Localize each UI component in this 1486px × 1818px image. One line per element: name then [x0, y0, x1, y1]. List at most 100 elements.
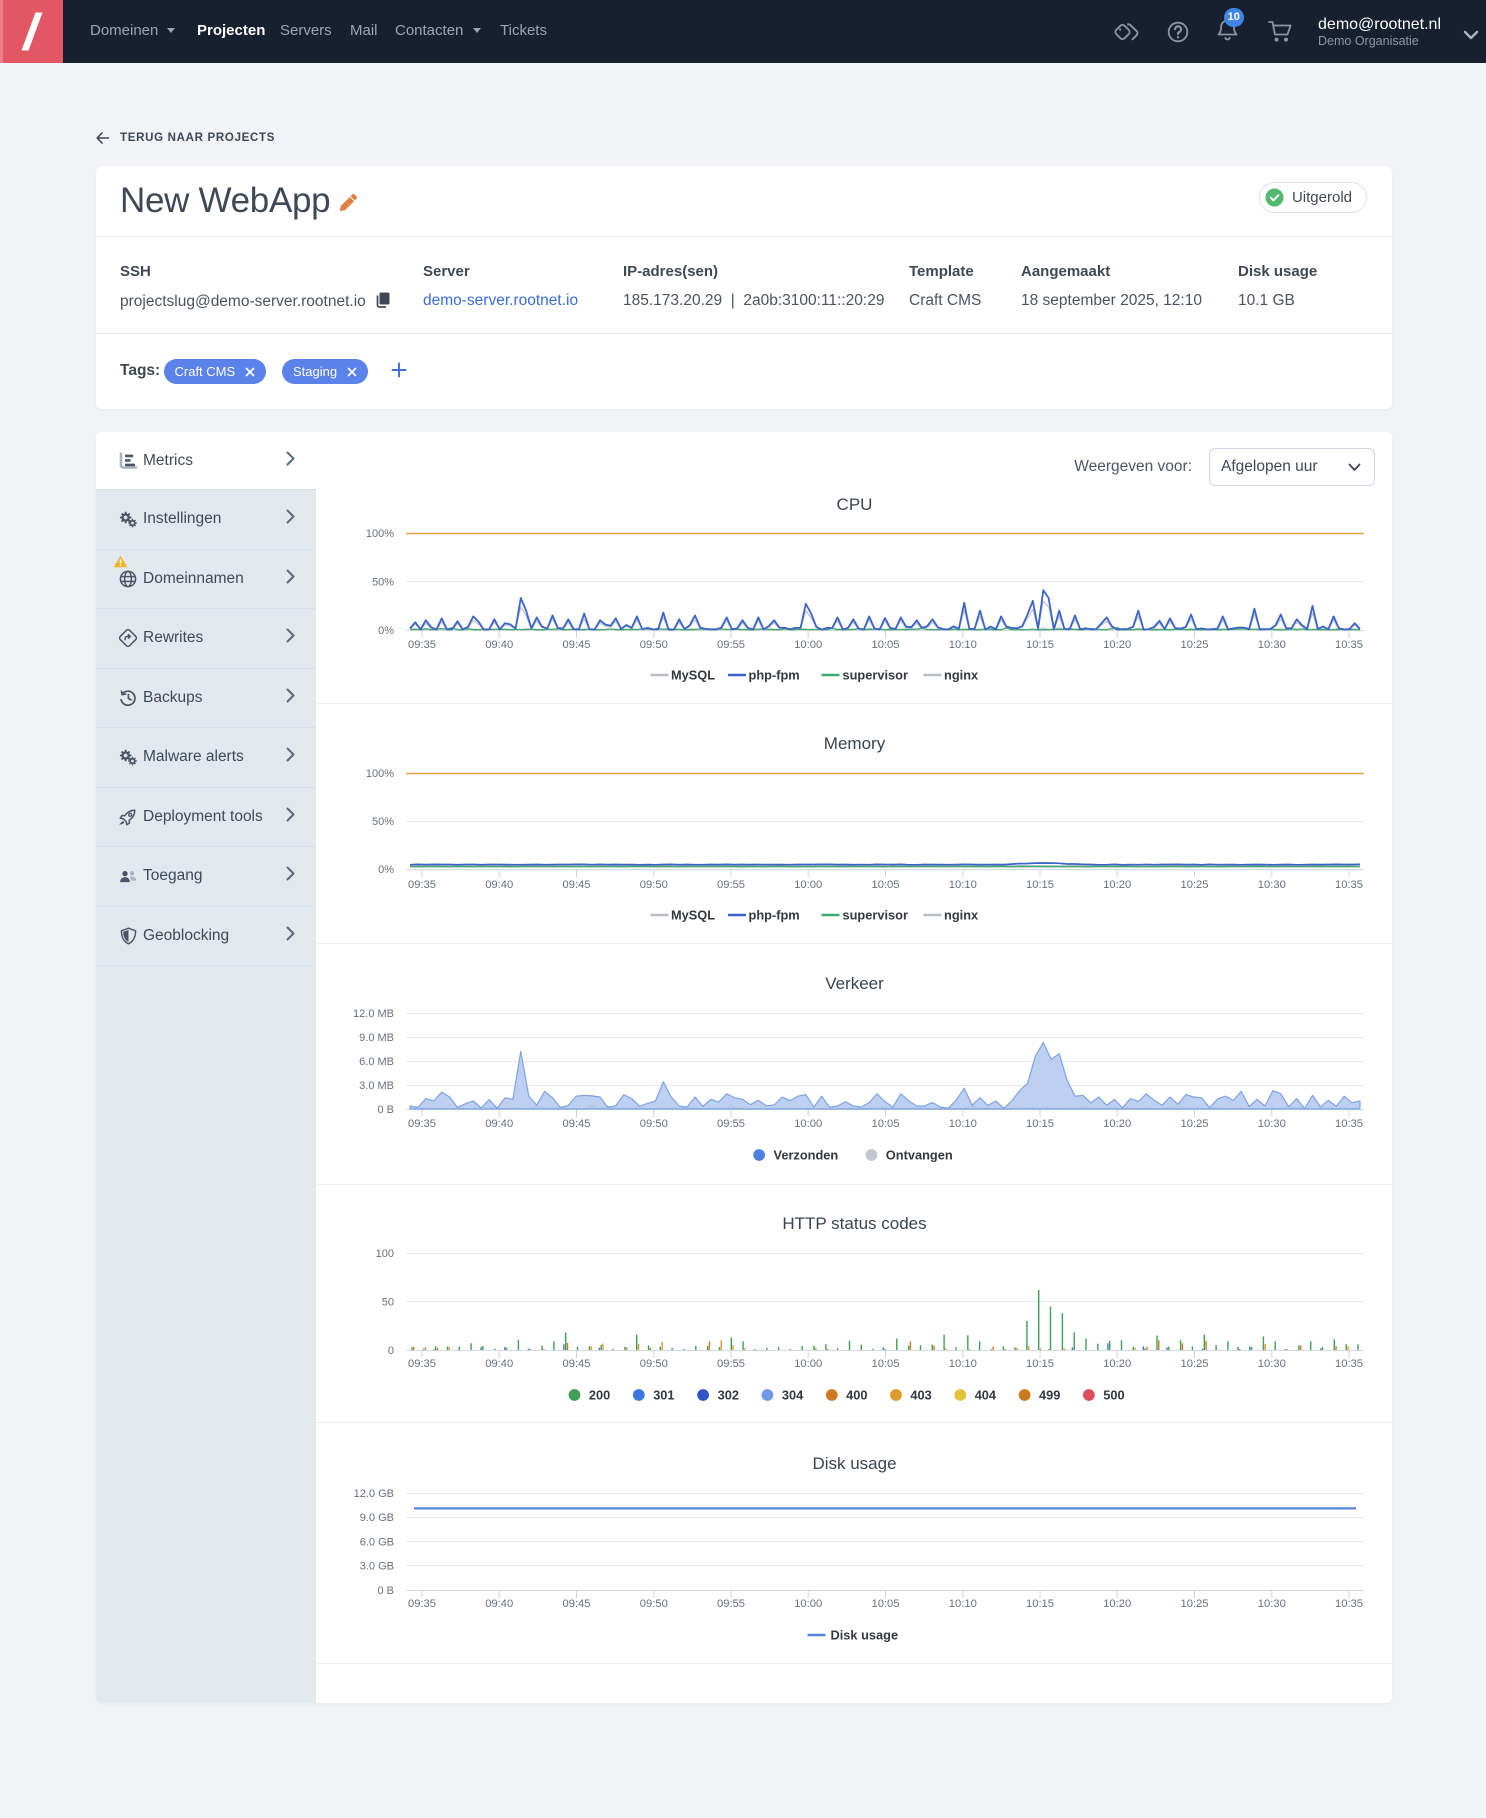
- svg-text:09:35: 09:35: [408, 639, 436, 651]
- svg-text:09:50: 09:50: [640, 879, 668, 891]
- svg-text:09:45: 09:45: [563, 639, 591, 651]
- svg-text:php-fpm: php-fpm: [749, 907, 800, 922]
- svg-text:09:35: 09:35: [408, 1118, 436, 1130]
- svg-text:10:00: 10:00: [794, 1118, 822, 1130]
- svg-text:php-fpm: php-fpm: [749, 667, 800, 682]
- svg-text:HTTP status codes: HTTP status codes: [782, 1214, 926, 1233]
- svg-text:10:05: 10:05: [872, 879, 900, 891]
- svg-text:Disk usage: Disk usage: [831, 1627, 899, 1642]
- svg-text:09:55: 09:55: [717, 1358, 745, 1370]
- svg-text:10:00: 10:00: [794, 639, 822, 651]
- svg-text:09:35: 09:35: [408, 1598, 436, 1610]
- svg-text:6.0 GB: 6.0 GB: [360, 1536, 394, 1548]
- svg-text:0%: 0%: [378, 864, 394, 876]
- svg-text:09:45: 09:45: [563, 1358, 591, 1370]
- svg-text:10:30: 10:30: [1258, 879, 1286, 891]
- svg-text:09:45: 09:45: [563, 1598, 591, 1610]
- svg-text:0: 0: [388, 1345, 394, 1357]
- svg-text:09:40: 09:40: [485, 1358, 513, 1370]
- svg-text:10:35: 10:35: [1335, 1118, 1363, 1130]
- svg-text:10:35: 10:35: [1335, 639, 1363, 651]
- svg-text:302: 302: [718, 1387, 739, 1402]
- svg-text:10:20: 10:20: [1103, 1598, 1131, 1610]
- svg-text:10:10: 10:10: [949, 1598, 977, 1610]
- svg-text:0 B: 0 B: [377, 1104, 394, 1116]
- svg-text:0 B: 0 B: [377, 1585, 394, 1597]
- svg-text:50%: 50%: [372, 816, 394, 828]
- svg-text:9.0 MB: 9.0 MB: [359, 1032, 394, 1044]
- svg-text:499: 499: [1039, 1387, 1060, 1402]
- svg-text:10:20: 10:20: [1103, 1118, 1131, 1130]
- svg-text:09:40: 09:40: [485, 1118, 513, 1130]
- svg-text:10:25: 10:25: [1181, 879, 1209, 891]
- svg-text:9.0 GB: 9.0 GB: [360, 1512, 394, 1524]
- svg-text:09:50: 09:50: [640, 1118, 668, 1130]
- svg-text:50%: 50%: [372, 576, 394, 588]
- svg-text:10:25: 10:25: [1181, 1118, 1209, 1130]
- svg-text:404: 404: [975, 1387, 997, 1402]
- svg-text:CPU: CPU: [837, 495, 873, 514]
- svg-text:10:10: 10:10: [949, 639, 977, 651]
- svg-text:10:10: 10:10: [949, 879, 977, 891]
- svg-text:10:35: 10:35: [1335, 879, 1363, 891]
- svg-text:304: 304: [782, 1387, 804, 1402]
- svg-text:10:10: 10:10: [949, 1358, 977, 1370]
- svg-text:10:35: 10:35: [1335, 1358, 1363, 1370]
- svg-text:10:25: 10:25: [1181, 639, 1209, 651]
- svg-text:10:05: 10:05: [872, 1358, 900, 1370]
- svg-text:09:55: 09:55: [717, 639, 745, 651]
- svg-text:09:40: 09:40: [485, 879, 513, 891]
- svg-text:09:50: 09:50: [640, 1358, 668, 1370]
- svg-text:MySQL: MySQL: [671, 667, 715, 682]
- svg-text:0%: 0%: [378, 625, 394, 637]
- svg-text:09:40: 09:40: [485, 639, 513, 651]
- svg-text:10:05: 10:05: [872, 639, 900, 651]
- svg-text:3.0 GB: 3.0 GB: [360, 1561, 394, 1573]
- svg-text:12.0 MB: 12.0 MB: [353, 1008, 394, 1020]
- svg-text:10:20: 10:20: [1103, 879, 1131, 891]
- svg-text:Verkeer: Verkeer: [825, 974, 884, 993]
- svg-text:10:30: 10:30: [1258, 1598, 1286, 1610]
- svg-text:09:45: 09:45: [563, 879, 591, 891]
- svg-text:09:55: 09:55: [717, 1118, 745, 1130]
- svg-text:10:00: 10:00: [794, 879, 822, 891]
- svg-text:100%: 100%: [366, 528, 394, 540]
- svg-text:MySQL: MySQL: [671, 907, 715, 922]
- svg-text:10:00: 10:00: [794, 1358, 822, 1370]
- svg-text:Ontvangen: Ontvangen: [886, 1147, 953, 1162]
- svg-text:301: 301: [653, 1387, 674, 1402]
- svg-text:09:50: 09:50: [640, 639, 668, 651]
- svg-text:10:05: 10:05: [872, 1598, 900, 1610]
- svg-text:100: 100: [376, 1248, 394, 1260]
- svg-text:09:40: 09:40: [485, 1598, 513, 1610]
- svg-text:10:15: 10:15: [1026, 879, 1054, 891]
- svg-text:200: 200: [589, 1387, 610, 1402]
- svg-text:12.0 GB: 12.0 GB: [354, 1488, 394, 1500]
- svg-text:nginx: nginx: [944, 907, 979, 922]
- svg-text:supervisor: supervisor: [843, 667, 908, 682]
- svg-text:10:30: 10:30: [1258, 1118, 1286, 1130]
- svg-text:400: 400: [846, 1387, 867, 1402]
- svg-text:09:50: 09:50: [640, 1598, 668, 1610]
- svg-text:3.0 MB: 3.0 MB: [359, 1080, 394, 1092]
- svg-text:10:30: 10:30: [1258, 639, 1286, 651]
- svg-text:10:20: 10:20: [1103, 639, 1131, 651]
- svg-text:10:05: 10:05: [872, 1118, 900, 1130]
- svg-text:09:55: 09:55: [717, 879, 745, 891]
- svg-text:nginx: nginx: [944, 667, 979, 682]
- svg-text:10:10: 10:10: [949, 1118, 977, 1130]
- svg-text:500: 500: [1103, 1387, 1124, 1402]
- svg-text:10:25: 10:25: [1181, 1358, 1209, 1370]
- svg-text:10:25: 10:25: [1181, 1598, 1209, 1610]
- svg-text:09:45: 09:45: [563, 1118, 591, 1130]
- svg-text:09:35: 09:35: [408, 1358, 436, 1370]
- svg-text:10:30: 10:30: [1258, 1358, 1286, 1370]
- svg-text:10:15: 10:15: [1026, 1118, 1054, 1130]
- svg-text:50: 50: [382, 1296, 394, 1308]
- svg-text:Verzonden: Verzonden: [774, 1147, 839, 1162]
- svg-text:10:15: 10:15: [1026, 1358, 1054, 1370]
- svg-text:6.0 MB: 6.0 MB: [359, 1056, 394, 1068]
- svg-text:10:15: 10:15: [1026, 1598, 1054, 1610]
- svg-text:supervisor: supervisor: [843, 907, 908, 922]
- svg-text:Disk usage: Disk usage: [812, 1454, 896, 1473]
